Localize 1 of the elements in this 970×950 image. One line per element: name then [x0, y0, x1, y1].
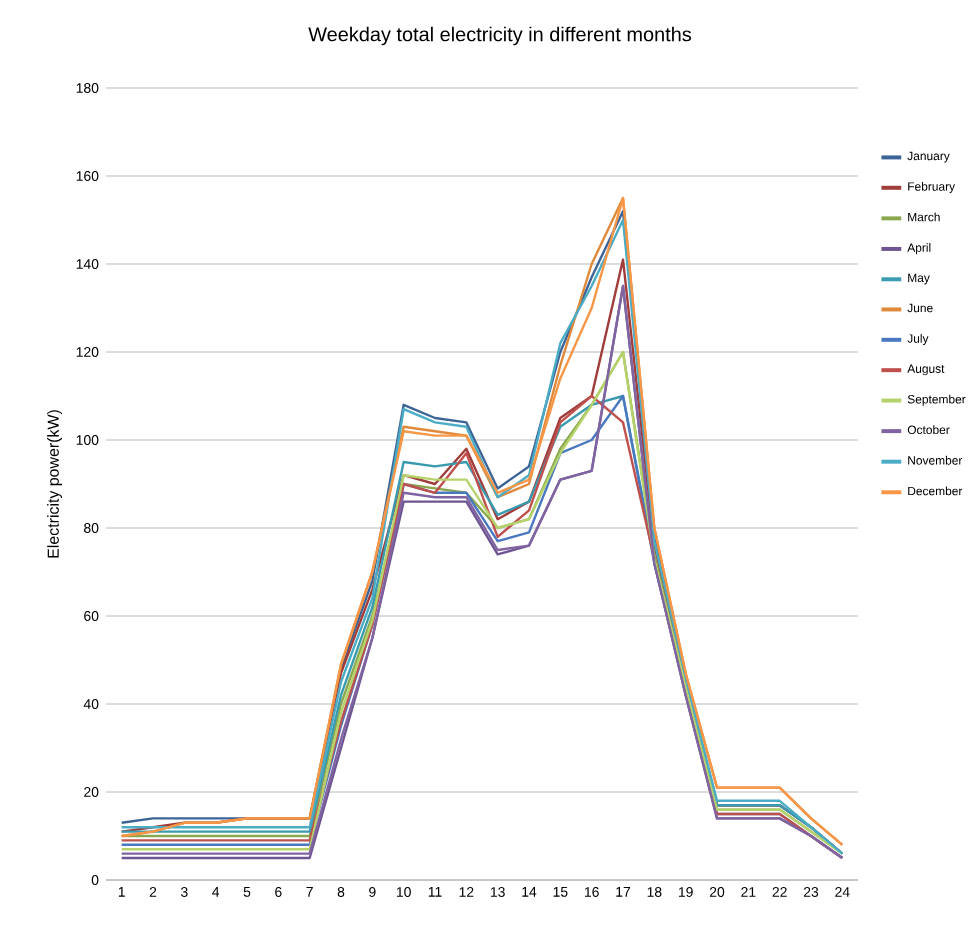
chart-title: Weekday total electricity in different months: [308, 26, 692, 46]
